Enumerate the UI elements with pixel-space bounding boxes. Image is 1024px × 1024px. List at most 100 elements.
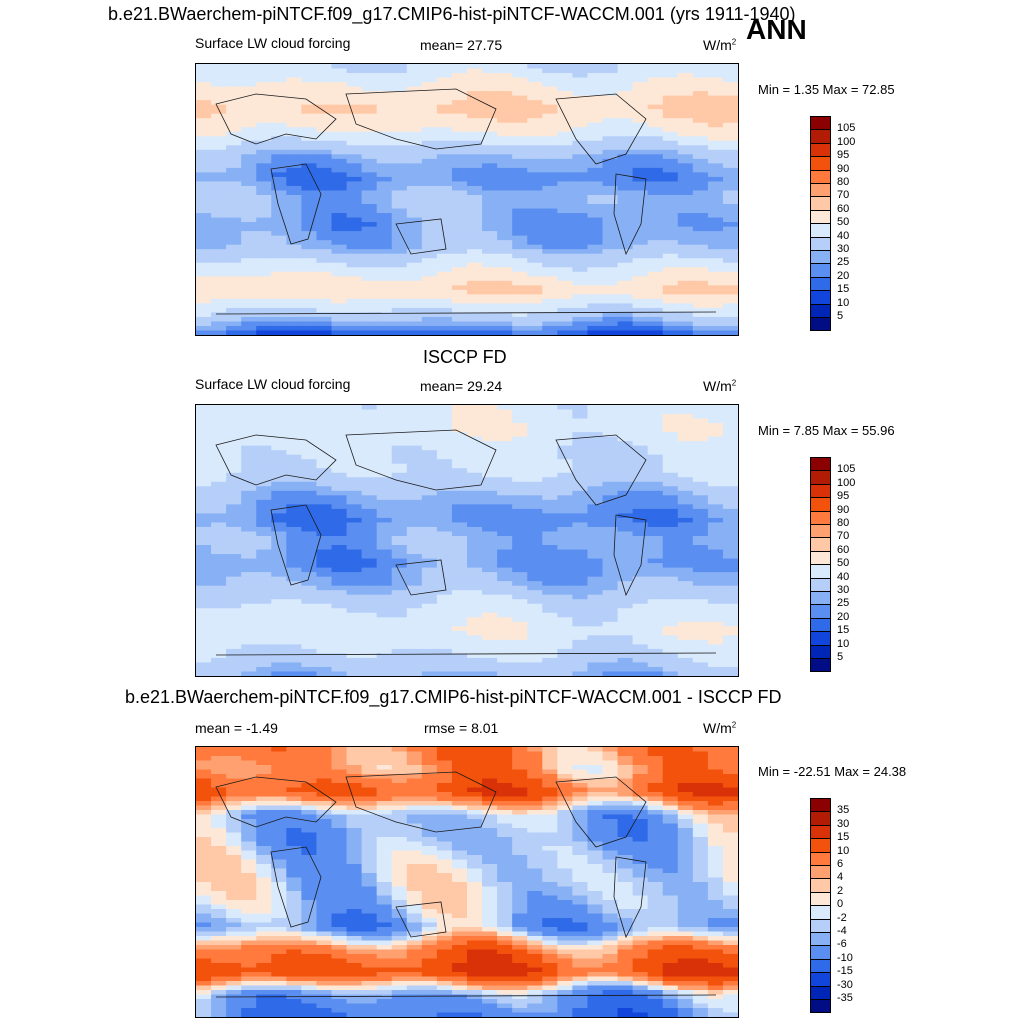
panel3-cell [436,801,453,807]
panel2-cell [602,436,619,442]
panel2-cell [421,549,438,555]
panel2-cell [226,612,242,618]
panel1-cell [707,204,724,210]
panel1-cell [557,231,573,237]
panel2-cell [211,432,227,438]
panel2-cell [662,468,679,474]
panel1-cell [196,226,212,232]
panel1-cell [587,127,604,133]
panel1-cell [271,68,287,74]
panel1-cell [301,154,318,160]
panel2-cell [301,594,318,600]
panel2-cell [361,666,378,673]
panel2-cell [482,513,498,519]
panel1-cell [707,145,724,151]
panel1-cell [527,68,543,74]
panel1-cell [617,244,634,250]
panel1-cell [391,316,408,323]
panel2-cell [512,472,528,478]
panel2-cell [346,468,363,474]
panel1-cell [512,208,528,214]
panel1-cell [662,321,679,327]
panel2-cell [226,671,242,676]
panel1-cell [361,226,378,232]
panel1-cell [722,154,738,160]
panel3-cell [677,760,694,766]
panel1-cell [406,289,423,295]
panel1-cell [196,145,212,151]
panel3-cell [722,751,738,757]
panel2-cell [421,405,438,411]
panel1-cell [361,244,378,250]
panel1-cell [286,77,302,83]
panel3-cell [587,751,604,757]
panel1-cell [467,330,483,335]
colorbar-label: 25 [837,256,850,269]
panel1-cell [391,149,408,155]
panel1-cell [286,276,302,282]
panel1-cell [361,95,378,101]
panel2-cell [451,535,468,542]
panel3-cell [406,769,423,775]
panel1-cell [572,118,589,124]
panel2-cell [587,590,604,596]
panel2-cell [542,617,558,623]
panel1-cell [286,231,302,237]
panel2-cell [692,608,709,614]
panel2-cell [692,432,709,438]
panel2-cell [421,486,438,492]
panel2-cell [632,490,649,496]
panel1-cell [557,330,573,335]
panel2-cell [722,405,738,411]
panel2-cell [632,671,649,676]
panel2-cell [256,477,272,483]
panel3-cell [512,760,528,766]
panel1-cell [421,280,438,286]
panel1-cell [497,91,513,97]
panel3-cell [632,774,649,780]
panel1-cell [436,289,453,295]
panel1-cell [707,262,724,268]
panel2-cell [331,481,348,487]
panel1-cell [497,213,513,219]
panel3-cell [467,792,483,798]
panel1-cell [617,271,634,277]
panel1-cell [256,222,272,228]
panel1-cell [632,285,649,291]
panel1-cell [542,77,558,83]
panel2-cell [497,526,513,533]
panel2-cell [512,517,528,524]
panel2-cell [602,409,619,415]
panel1-cell [692,172,709,178]
panel1-cell [677,298,694,304]
panel1-cell [346,122,363,128]
panel2-cell [391,414,408,420]
panel2-cell [527,635,543,641]
panel3-cell [482,769,498,775]
panel2-cell [602,599,619,605]
panel2-cell [497,531,513,537]
panel2-cell [406,459,423,465]
panel3-cell [271,774,287,780]
panel1-cell [316,312,333,318]
panel1-cell [632,249,649,255]
panel1-cell [451,258,468,264]
panel2-cell [376,513,393,519]
panel2-cell [677,481,694,487]
panel1-cell [602,267,619,273]
panel1-cell [376,100,393,106]
panel2-cell [632,608,649,614]
panel1-cell [241,145,257,151]
panel2-cell [361,409,378,415]
panel1-cell [196,127,212,133]
panel3-cell [331,792,348,798]
panel1-cell [722,289,738,295]
panel3-cell [211,801,227,807]
panel1-cell [361,181,378,187]
panel1-cell [421,145,438,151]
panel2-cell [286,653,302,659]
panel2-cell [722,671,738,676]
panel1-cell [316,208,333,214]
panel2-cell [286,545,302,551]
panel2-cell [361,558,378,564]
